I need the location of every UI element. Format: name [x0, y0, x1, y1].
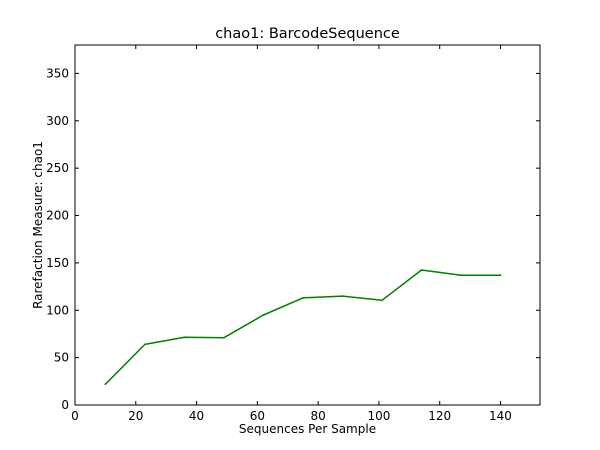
x-tick-label: 0 — [71, 409, 79, 423]
data-point — [183, 336, 186, 339]
y-tick-label: 350 — [46, 66, 69, 80]
data-point — [104, 383, 107, 386]
data-point — [499, 274, 502, 277]
x-tick-label: 120 — [428, 409, 451, 423]
y-tick-label: 200 — [46, 209, 69, 223]
y-tick-label: 300 — [46, 114, 69, 128]
data-point — [223, 336, 225, 339]
y-tick-label: 100 — [46, 303, 69, 317]
data-point — [420, 269, 423, 271]
y-tick-label: 250 — [46, 161, 69, 175]
chart-title: chao1: BarcodeSequence — [215, 26, 400, 42]
y-tick-label: 150 — [46, 256, 69, 270]
data-point — [341, 295, 344, 297]
data-point — [262, 314, 265, 316]
x-tick-label: 140 — [489, 409, 512, 423]
data-point — [144, 343, 146, 346]
x-axis-title: Sequences Per Sample — [239, 422, 376, 436]
y-tick-label: 0 — [61, 398, 69, 412]
data-point — [302, 297, 304, 299]
x-tick-label: 40 — [189, 409, 204, 423]
ticks-layer: 0 20 40 60 80 100 120 140 0 50 100 150 200 250 300 350 — [46, 45, 540, 423]
y-axis-title: Rarefaction Measure: chao1 — [31, 141, 45, 309]
x-tick-label: 80 — [310, 409, 325, 423]
x-tick-label: 60 — [250, 409, 265, 423]
y-tick-label: 50 — [54, 351, 69, 365]
data-point — [460, 274, 462, 277]
series-layer — [104, 269, 502, 386]
data-point — [381, 299, 383, 302]
plot-area-frame — [74, 44, 541, 406]
x-tick-label: 100 — [367, 409, 390, 423]
x-tick-label: 20 — [128, 409, 143, 423]
